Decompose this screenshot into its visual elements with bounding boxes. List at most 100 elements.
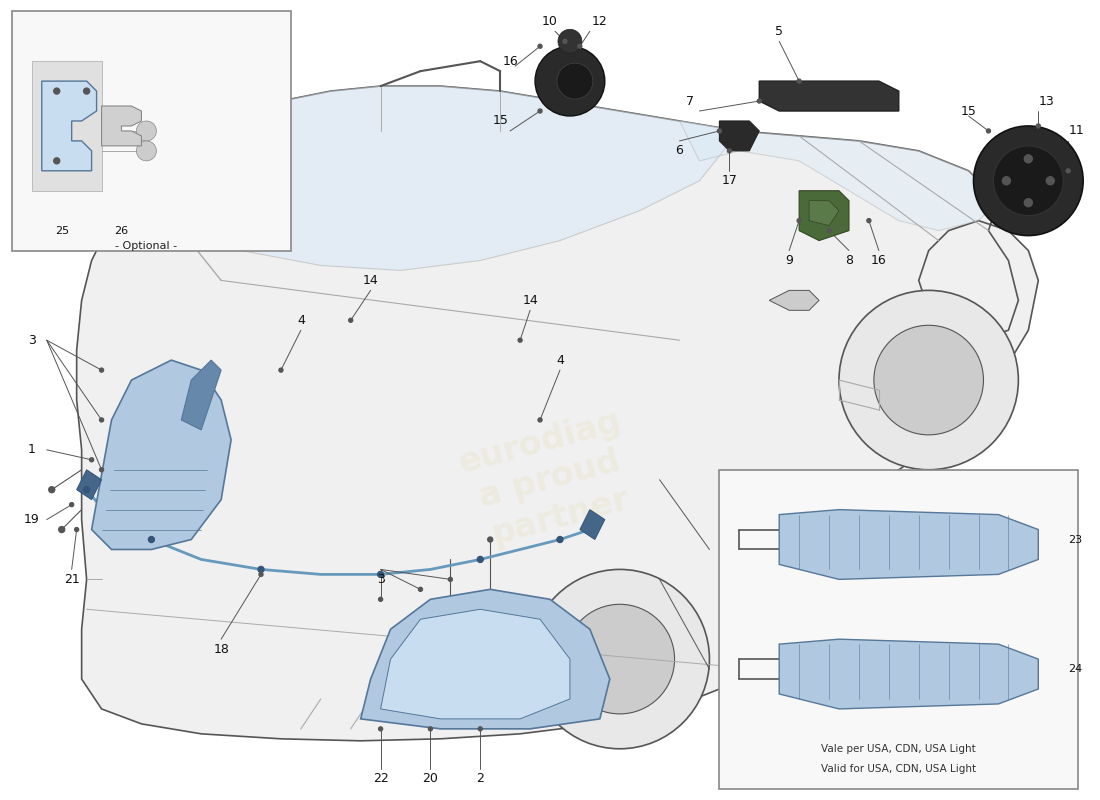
Text: 11: 11 [1068,125,1084,138]
Polygon shape [759,81,899,111]
Text: eurodiag
a proud
partner: eurodiag a proud partner [455,406,645,554]
Text: 18: 18 [213,642,229,656]
Circle shape [54,158,59,164]
Text: 3: 3 [376,573,385,586]
Circle shape [1046,177,1054,185]
Circle shape [378,727,383,731]
Circle shape [100,468,103,472]
Text: 22: 22 [373,772,388,785]
Circle shape [69,502,74,506]
Polygon shape [42,81,97,170]
Circle shape [477,557,483,562]
Text: Vale per USA, CDN, USA Light: Vale per USA, CDN, USA Light [822,744,976,754]
Text: 1: 1 [28,443,35,456]
Circle shape [58,526,65,533]
Circle shape [557,537,563,542]
Polygon shape [810,201,839,226]
Circle shape [558,30,582,54]
Circle shape [378,598,383,602]
Circle shape [563,39,566,43]
Text: 10: 10 [542,15,558,28]
Circle shape [987,129,990,133]
Circle shape [84,486,89,493]
Circle shape [538,44,542,48]
Circle shape [530,570,710,749]
Text: 4: 4 [556,354,564,366]
Text: 15: 15 [492,114,508,127]
Text: 6: 6 [675,144,683,158]
Circle shape [557,63,593,99]
FancyBboxPatch shape [719,470,1078,789]
Polygon shape [381,610,570,719]
Circle shape [279,368,283,372]
Circle shape [84,88,89,94]
Circle shape [428,727,432,731]
Circle shape [100,418,103,422]
Circle shape [727,149,732,153]
Circle shape [873,326,983,435]
Circle shape [993,146,1064,216]
Circle shape [1002,177,1011,185]
Circle shape [100,368,103,372]
Text: 8: 8 [845,254,853,267]
Circle shape [377,571,384,578]
Text: 14: 14 [522,294,538,307]
Text: 19: 19 [24,513,40,526]
Circle shape [535,46,605,116]
Circle shape [418,587,422,591]
Circle shape [974,126,1084,235]
Circle shape [565,604,674,714]
Text: 4: 4 [297,314,305,326]
Text: 21: 21 [64,573,79,586]
Polygon shape [77,470,101,500]
Circle shape [120,144,123,148]
Circle shape [1036,124,1041,128]
Circle shape [349,318,353,322]
Circle shape [48,486,55,493]
Polygon shape [182,360,221,430]
Polygon shape [719,121,759,151]
Circle shape [538,418,542,422]
Polygon shape [799,190,849,241]
Circle shape [478,727,482,731]
Text: 14: 14 [363,274,378,287]
Polygon shape [32,61,101,190]
Circle shape [757,99,761,103]
FancyBboxPatch shape [12,11,290,250]
Circle shape [258,566,264,572]
Text: 12: 12 [592,15,607,28]
Circle shape [578,44,582,48]
Text: 13: 13 [1038,94,1054,107]
Text: 15: 15 [960,105,977,118]
Text: 2: 2 [476,772,484,785]
Circle shape [518,338,522,342]
Circle shape [1024,155,1032,163]
Polygon shape [91,360,231,550]
Polygon shape [779,639,1038,709]
Circle shape [54,88,59,94]
Text: 16: 16 [871,254,887,267]
Circle shape [65,169,68,173]
Polygon shape [580,510,605,539]
Polygon shape [769,290,820,310]
Circle shape [1066,169,1070,173]
Circle shape [867,218,871,222]
Polygon shape [101,106,142,146]
Text: 24: 24 [1068,664,1082,674]
Text: 9: 9 [785,254,793,267]
Circle shape [839,290,1019,470]
Text: 20: 20 [422,772,439,785]
Circle shape [449,578,452,582]
Polygon shape [142,86,739,270]
Circle shape [798,218,801,222]
Text: Valid for USA, CDN, USA Light: Valid for USA, CDN, USA Light [822,764,977,774]
Circle shape [136,121,156,141]
Polygon shape [779,510,1038,579]
Circle shape [538,109,542,113]
Circle shape [1024,198,1032,206]
Text: 7: 7 [685,94,693,107]
Text: 16: 16 [503,54,518,68]
Text: 3: 3 [28,334,35,346]
Text: 5: 5 [776,25,783,38]
Circle shape [827,229,830,233]
